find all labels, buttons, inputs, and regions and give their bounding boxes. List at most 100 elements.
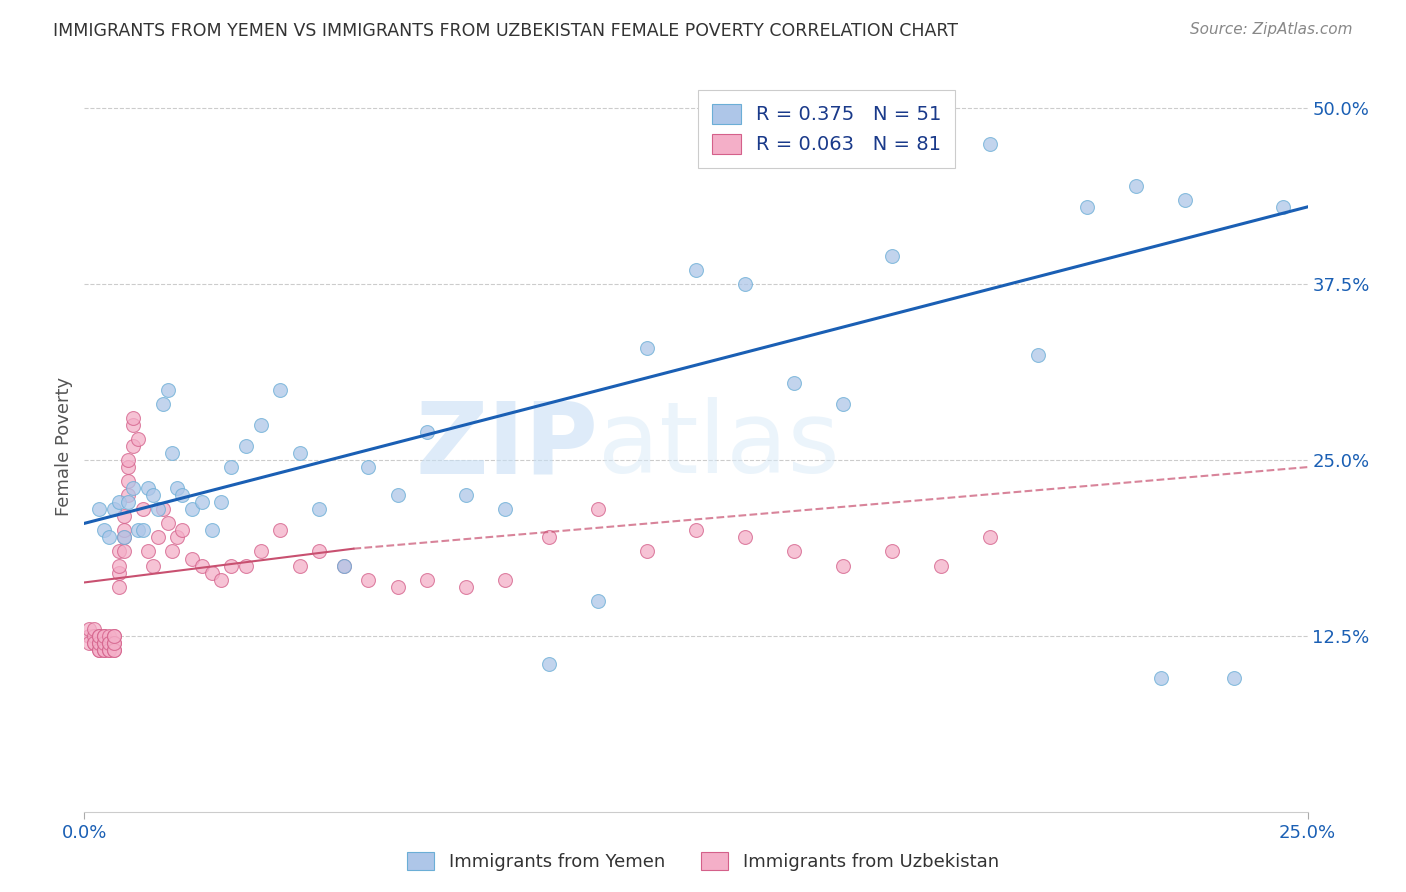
Point xyxy=(979,530,1001,544)
Point xyxy=(200,566,222,580)
Point xyxy=(146,530,169,544)
Point xyxy=(332,558,354,573)
Point xyxy=(156,383,179,397)
Point xyxy=(1125,178,1147,193)
Point xyxy=(103,629,125,643)
Point xyxy=(103,629,125,643)
Point xyxy=(387,580,409,594)
Point xyxy=(357,573,380,587)
Point xyxy=(112,524,135,538)
Point xyxy=(288,558,311,573)
Point xyxy=(1272,200,1295,214)
Point xyxy=(83,622,105,636)
Point xyxy=(156,516,179,531)
Point xyxy=(107,495,129,509)
Point xyxy=(880,249,903,263)
Point xyxy=(97,636,120,650)
Point xyxy=(97,530,120,544)
Point xyxy=(93,636,115,650)
Text: ZIP: ZIP xyxy=(415,398,598,494)
Point xyxy=(112,530,135,544)
Point xyxy=(172,524,194,538)
Point xyxy=(117,495,139,509)
Point xyxy=(117,474,139,488)
Point xyxy=(288,446,311,460)
Point xyxy=(93,524,115,538)
Point xyxy=(117,453,139,467)
Point xyxy=(136,481,159,495)
Point xyxy=(93,629,115,643)
Point xyxy=(136,544,159,558)
Point xyxy=(166,481,188,495)
Point xyxy=(1150,671,1173,685)
Point xyxy=(308,502,330,516)
Point xyxy=(83,629,105,643)
Point xyxy=(103,636,125,650)
Point xyxy=(172,488,194,502)
Legend: Immigrants from Yemen, Immigrants from Uzbekistan: Immigrants from Yemen, Immigrants from U… xyxy=(399,845,1007,879)
Text: atlas: atlas xyxy=(598,398,839,494)
Point xyxy=(269,383,291,397)
Point xyxy=(929,151,952,165)
Point xyxy=(122,417,145,432)
Point xyxy=(586,593,609,607)
Point xyxy=(494,573,516,587)
Point xyxy=(152,502,174,516)
Point xyxy=(249,544,271,558)
Point xyxy=(494,502,516,516)
Point xyxy=(1223,671,1246,685)
Point xyxy=(357,460,380,475)
Point xyxy=(87,629,110,643)
Point xyxy=(122,481,145,495)
Point xyxy=(235,558,257,573)
Point xyxy=(77,629,100,643)
Point xyxy=(87,636,110,650)
Point xyxy=(209,573,232,587)
Point xyxy=(880,544,903,558)
Point xyxy=(87,629,110,643)
Point xyxy=(1028,348,1050,362)
Point xyxy=(127,432,149,446)
Point xyxy=(83,636,105,650)
Point xyxy=(219,558,242,573)
Point xyxy=(97,643,120,657)
Point xyxy=(87,643,110,657)
Point xyxy=(191,558,214,573)
Point xyxy=(103,502,125,516)
Point xyxy=(454,488,477,502)
Point xyxy=(87,636,110,650)
Point xyxy=(87,643,110,657)
Text: Source: ZipAtlas.com: Source: ZipAtlas.com xyxy=(1189,22,1353,37)
Point xyxy=(127,524,149,538)
Point xyxy=(107,544,129,558)
Point xyxy=(103,643,125,657)
Point xyxy=(93,629,115,643)
Point xyxy=(181,551,204,566)
Point xyxy=(103,643,125,657)
Point xyxy=(249,417,271,432)
Point xyxy=(831,397,853,411)
Point xyxy=(831,558,853,573)
Point xyxy=(191,495,214,509)
Point xyxy=(142,558,165,573)
Point xyxy=(162,446,184,460)
Point xyxy=(235,439,257,453)
Point xyxy=(181,502,204,516)
Point xyxy=(734,277,756,292)
Point xyxy=(209,495,232,509)
Point xyxy=(308,544,330,558)
Point xyxy=(77,636,100,650)
Point xyxy=(112,544,135,558)
Point xyxy=(387,488,409,502)
Point xyxy=(162,544,184,558)
Point xyxy=(200,524,222,538)
Point xyxy=(416,573,439,587)
Point xyxy=(929,558,952,573)
Point xyxy=(122,410,145,425)
Point xyxy=(685,524,707,538)
Point xyxy=(783,544,806,558)
Point xyxy=(734,530,756,544)
Point xyxy=(112,530,135,544)
Point xyxy=(332,558,354,573)
Point xyxy=(1174,193,1197,207)
